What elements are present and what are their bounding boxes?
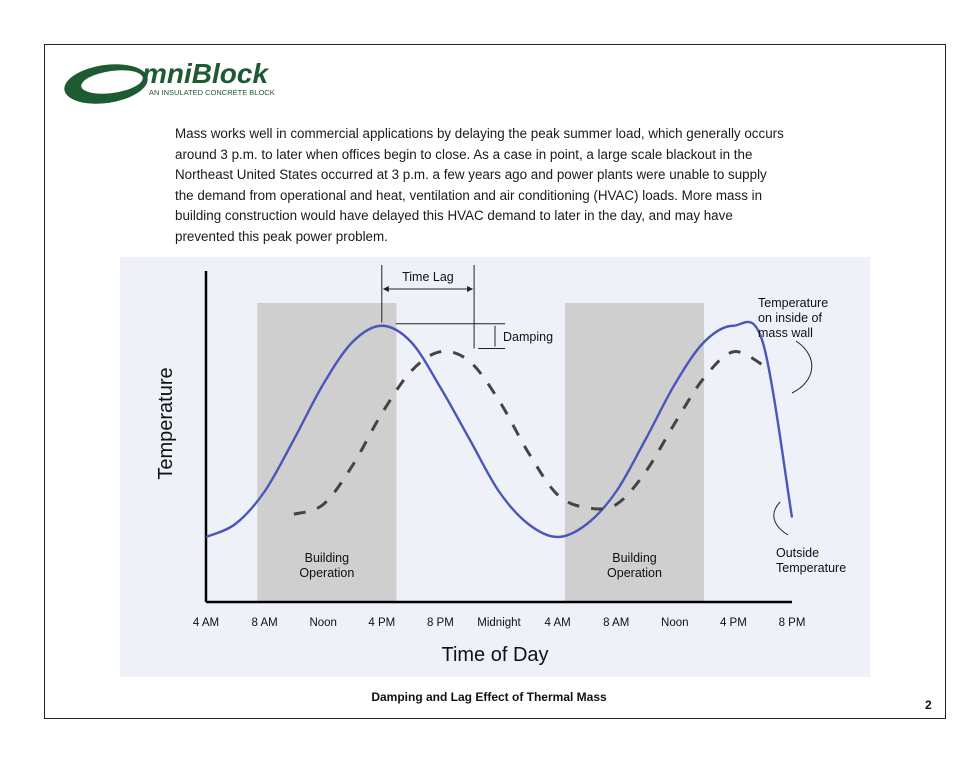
x-tick-label: 8 AM	[251, 617, 277, 629]
x-tick-label: Midnight	[477, 617, 521, 629]
intro-paragraph: Mass works well in commercial applicatio…	[175, 126, 784, 244]
inside-temperature-label: Temperature on inside of mass wall	[758, 296, 828, 340]
x-tick-label: 4 AM	[193, 617, 219, 629]
inside-temperature-line	[293, 349, 764, 516]
page-number: 2	[925, 698, 932, 712]
outside-label-leader	[773, 501, 789, 536]
x-tick-label: 4 AM	[544, 617, 570, 629]
y-axis-title: Temperature	[155, 367, 177, 479]
omniblock-logo: mniBlock AN INSULATED CONCRETE BLOCK	[64, 58, 275, 104]
x-tick-label: 8 AM	[603, 617, 629, 629]
time-lag-arrowhead-right	[467, 286, 474, 292]
x-tick-label: Noon	[309, 617, 337, 629]
x-tick-label: 8 PM	[427, 617, 454, 629]
building-operation-label: Building Operation	[607, 551, 662, 580]
outside-temperature-line	[205, 320, 794, 539]
time-lag-label: Time Lag	[402, 270, 454, 284]
x-tick-label: 4 PM	[720, 617, 747, 629]
outside-temperature-label: Outside Temperature	[776, 546, 846, 575]
x-tick-label: Noon	[661, 617, 689, 629]
inside-label-leader	[791, 340, 813, 394]
damping-label: Damping	[503, 330, 553, 344]
building-operation-label: Building Operation	[299, 551, 354, 580]
logo-wordmark: mniBlock	[142, 58, 269, 89]
logo-tagline: AN INSULATED CONCRETE BLOCK	[149, 88, 275, 97]
building-operation-region	[257, 303, 397, 602]
x-tick-label: 4 PM	[368, 617, 395, 629]
time-lag-arrowhead-left	[382, 286, 389, 292]
x-axis-title: Time of Day	[441, 644, 548, 666]
x-tick-label: 8 PM	[779, 617, 806, 629]
building-operation-region	[564, 303, 705, 602]
thermal-mass-chart: Building Operation Building Operation 4 AM 8 …	[120, 257, 870, 677]
figure-caption: Damping and Lag Effect of Thermal Mass	[371, 690, 607, 704]
